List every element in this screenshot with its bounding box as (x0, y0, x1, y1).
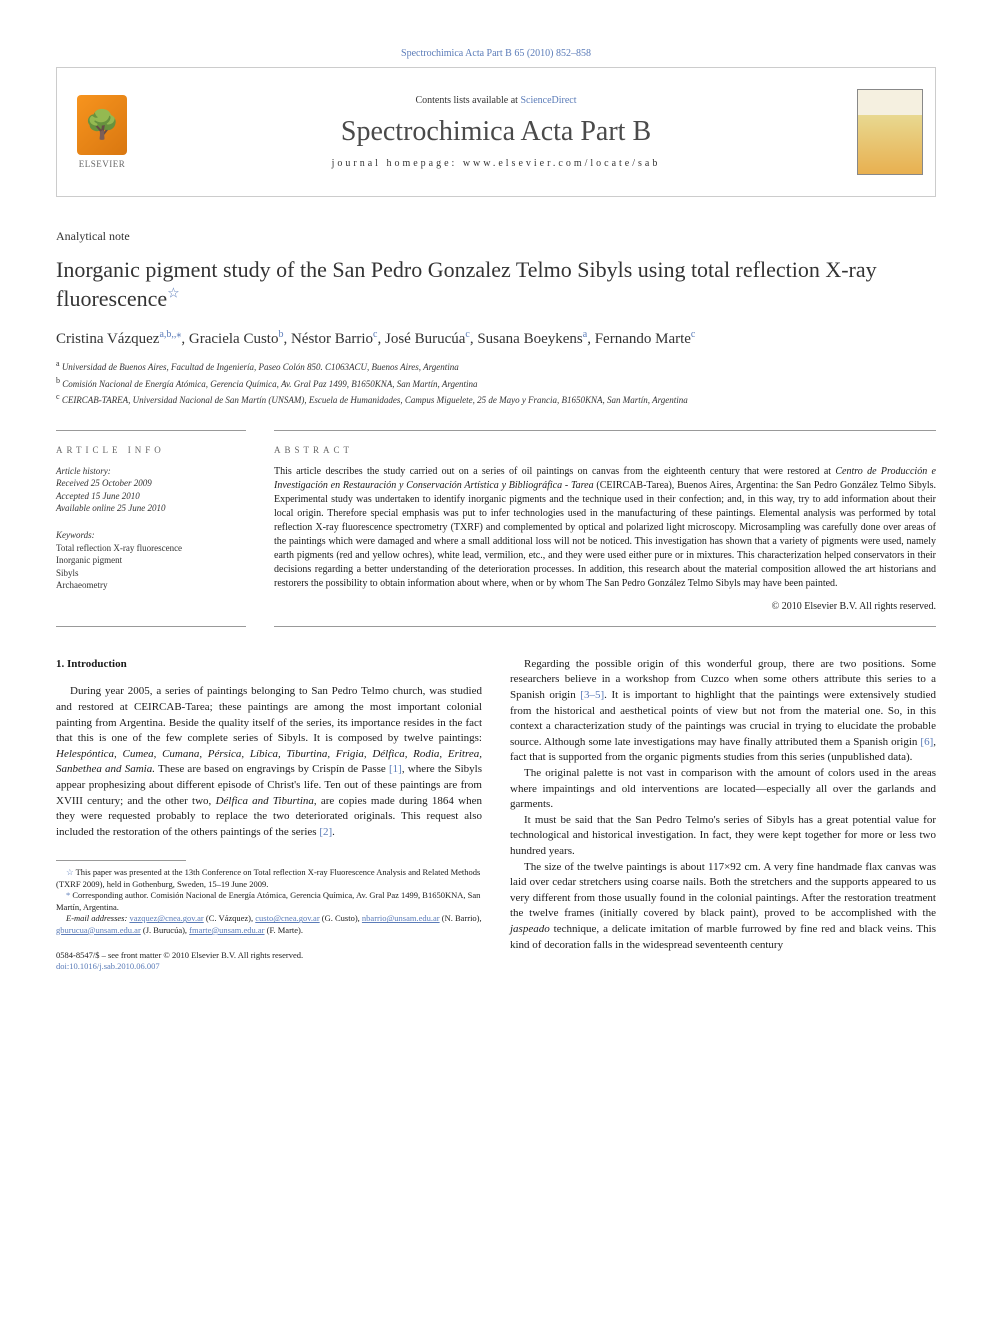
citation-link[interactable]: [3–5] (580, 689, 604, 701)
journal-citation[interactable]: Spectrochimica Acta Part B 65 (2010) 852… (56, 48, 936, 59)
body-paragraph: It must be said that the San Pedro Telmo… (510, 813, 936, 860)
keywords-block: Keywords: Total reflection X-ray fluores… (56, 529, 246, 592)
article-info-label: ARTICLE INFO (56, 445, 246, 455)
footnote-rule (56, 860, 186, 861)
affiliation: a Universidad de Buenos Aires, Facultad … (56, 358, 936, 375)
email-link[interactable]: custo@cnea.gov.ar (255, 913, 319, 923)
elsevier-label: ELSEVIER (79, 159, 126, 169)
elsevier-logo[interactable]: ELSEVIER (57, 68, 147, 196)
email-link[interactable]: fmarte@unsam.edu.ar (189, 925, 264, 935)
history-received: Received 25 October 2009 (56, 478, 152, 488)
text-run: During year 2005, a series of paintings … (56, 685, 482, 744)
keywords-label: Keywords: (56, 529, 246, 542)
body-column-right: Regarding the possible origin of this wo… (510, 657, 936, 973)
article-title: Inorganic pigment study of the San Pedro… (56, 256, 936, 313)
star-icon: ☆ (66, 867, 76, 877)
article-history: Article history: Received 25 October 200… (56, 465, 246, 515)
keyword: Inorganic pigment (56, 554, 246, 567)
contents-available: Contents lists available at ScienceDirec… (147, 95, 845, 106)
journal-cover[interactable] (845, 68, 935, 196)
journal-homepage[interactable]: journal homepage: www.elsevier.com/locat… (147, 158, 845, 169)
email-link[interactable]: gburucua@unsam.edu.ar (56, 925, 141, 935)
body-paragraph: During year 2005, a series of paintings … (56, 684, 482, 840)
history-online: Available online 25 June 2010 (56, 503, 165, 513)
footnote-corresponding: * Corresponding author. Comisión Naciona… (56, 890, 482, 913)
cover-thumbnail-icon (857, 89, 923, 175)
page-footer: 0584-8547/$ – see front matter © 2010 El… (56, 950, 482, 972)
authors-line: Cristina Vázqueza,b,,⁎, Graciela Custob,… (56, 329, 936, 348)
keyword: Total reflection X-ray fluorescence (56, 542, 246, 555)
contents-prefix: Contents lists available at (415, 95, 520, 106)
citation-link[interactable]: [2] (319, 826, 332, 838)
article-info-column: ARTICLE INFO Article history: Received 2… (56, 430, 246, 612)
keyword: Archaeometry (56, 579, 246, 592)
abstract-part: This article describes the study carried… (274, 466, 835, 477)
title-footnote-star-icon[interactable]: ☆ (167, 286, 180, 301)
history-accepted: Accepted 15 June 2010 (56, 491, 140, 501)
text-run: . (332, 826, 335, 838)
email-link[interactable]: vazquez@cnea.gov.ar (129, 913, 203, 923)
abstract-column: ABSTRACT This article describes the stud… (274, 430, 936, 612)
sciencedirect-link[interactable]: ScienceDirect (520, 95, 576, 106)
history-label: Article history: (56, 466, 111, 476)
footnote-text: Corresponding author. Comisión Nacional … (56, 890, 480, 911)
footnote-text: This paper was presented at the 13th Con… (56, 867, 480, 888)
journal-title: Spectrochimica Acta Part B (147, 116, 845, 148)
section-heading: 1. Introduction (56, 657, 482, 673)
header-center: Contents lists available at ScienceDirec… (147, 95, 845, 169)
text-italic: jaspeado (510, 923, 550, 935)
footer-copyright: 0584-8547/$ – see front matter © 2010 El… (56, 950, 482, 961)
abstract-part: (CEIRCAB-Tarea), Buenos Aires, Argentina… (274, 480, 936, 589)
article-type: Analytical note (56, 229, 936, 244)
footnote-star: ☆ This paper was presented at the 13th C… (56, 867, 482, 890)
citation-link[interactable]: [6] (920, 736, 933, 748)
affiliations: a Universidad de Buenos Aires, Facultad … (56, 358, 936, 408)
text-run: These are based on engravings by Crispín… (155, 763, 389, 775)
keyword: Sibyls (56, 567, 246, 580)
rule (56, 626, 246, 627)
body-paragraph: Regarding the possible origin of this wo… (510, 657, 936, 766)
text-run: The size of the twelve paintings is abou… (510, 861, 936, 920)
affiliation: b Comisión Nacional de Energía Atómica, … (56, 375, 936, 392)
text-italic: Délfica and Tiburtina (216, 795, 314, 807)
title-text: Inorganic pigment study of the San Pedro… (56, 257, 877, 311)
affiliation: c CEIRCAB-TAREA, Universidad Nacional de… (56, 391, 936, 408)
journal-header: ELSEVIER Contents lists available at Sci… (56, 67, 936, 197)
abstract-label: ABSTRACT (274, 445, 936, 455)
footnote-emails: E-mail addresses: vazquez@cnea.gov.ar (C… (56, 913, 482, 936)
rule (274, 626, 936, 627)
footnotes: ☆ This paper was presented at the 13th C… (56, 867, 482, 936)
text-run: technique, a delicate imitation of marbl… (510, 923, 936, 951)
abstract-text: This article describes the study carried… (274, 465, 936, 591)
body-column-left: 1. Introduction During year 2005, a seri… (56, 657, 482, 973)
abstract-copyright: © 2010 Elsevier B.V. All rights reserved… (274, 601, 936, 612)
body-text: 1. Introduction During year 2005, a seri… (56, 657, 936, 973)
body-paragraph: The size of the twelve paintings is abou… (510, 860, 936, 954)
doi-link[interactable]: doi:10.1016/j.sab.2010.06.007 (56, 961, 160, 971)
citation-link[interactable]: [1] (389, 763, 402, 775)
body-paragraph: The original palette is not vast in comp… (510, 766, 936, 813)
email-link[interactable]: nbarrio@unsam.edu.ar (362, 913, 440, 923)
elsevier-tree-icon (77, 95, 127, 155)
